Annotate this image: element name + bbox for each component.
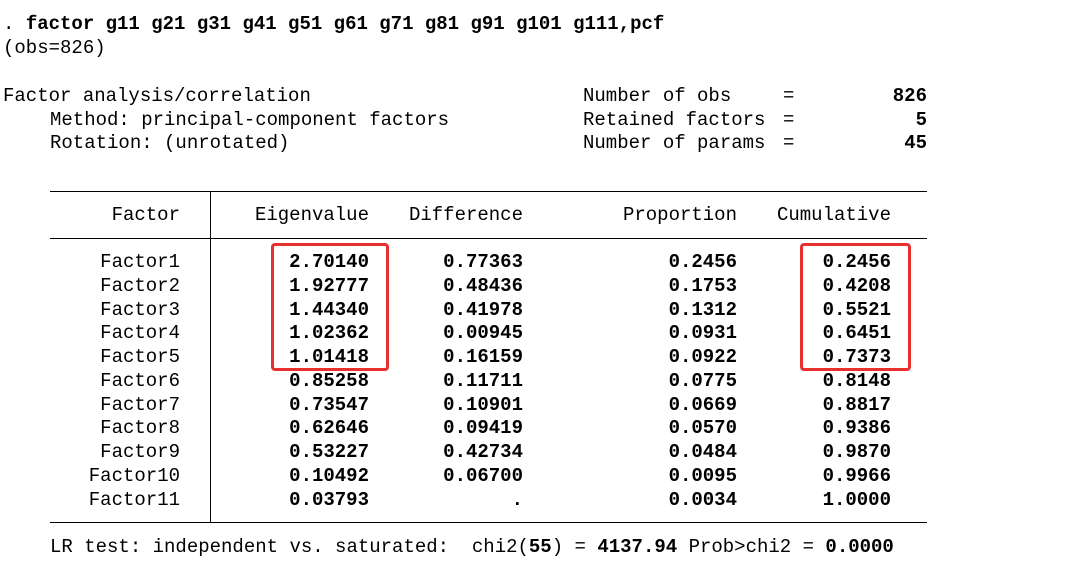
stat-value: 826 [892, 85, 927, 107]
column-header: Eigenvalue [254, 204, 369, 226]
chi2-close: ) [551, 536, 564, 558]
cell: 0.2456 [668, 251, 737, 273]
cell: . [511, 488, 523, 511]
chi2: 4137.94 [597, 536, 678, 558]
method: Method: principal-component factors [50, 109, 450, 131]
cell: 0.0095 [668, 464, 737, 487]
cell: 0.11711 [443, 369, 523, 392]
column-header: Factor [111, 204, 180, 226]
cell: 0.10901 [443, 393, 523, 416]
cell: 0.1312 [668, 298, 737, 321]
row-label: Factor7 [100, 393, 180, 416]
rule [50, 191, 927, 192]
command: factor g11 g21 g31 g41 g51 g61 g71 g81 g… [25, 13, 665, 35]
stat-equals: = [783, 132, 795, 154]
prob-label: Prob>chi2 [688, 536, 792, 558]
equals: = [802, 536, 815, 558]
cell: 1.01418 [289, 346, 369, 368]
highlight-box [271, 243, 389, 371]
row-label: Factor5 [100, 346, 180, 368]
cell: 1.0000 [822, 488, 891, 511]
cell: 0.77363 [443, 251, 523, 273]
row-label: Factor3 [100, 298, 180, 321]
rotation: Rotation: (unrotated) [50, 132, 290, 154]
cell: 0.73547 [289, 393, 369, 416]
chi2-open: chi2( [471, 536, 529, 558]
prompt: . [3, 13, 15, 35]
stat-label: Number of obs [583, 85, 732, 107]
lr-test: LR test: independent vs. saturated: chi2… [50, 536, 894, 558]
df: 55 [528, 536, 552, 558]
cell: 0.03793 [289, 488, 369, 511]
column-divider [210, 191, 211, 522]
cell: 0.48436 [443, 274, 523, 297]
column-header: Cumulative [776, 204, 891, 226]
command-line: . factor g11 g21 g31 g41 g51 g61 g71 g81… [3, 13, 664, 35]
cell: 0.0484 [668, 441, 737, 463]
stat-value: 5 [915, 109, 927, 131]
highlight-box [800, 243, 911, 371]
cell: 0.16159 [443, 346, 523, 368]
cell: 0.85258 [289, 369, 369, 392]
cell: 1.92777 [289, 274, 369, 297]
row-label: Factor6 [100, 369, 180, 392]
analysis-title: Factor analysis/correlation [3, 85, 311, 107]
rule [50, 522, 927, 523]
row-label: Factor1 [100, 251, 180, 273]
column-header: Proportion [622, 204, 737, 226]
cell: 0.62646 [289, 417, 369, 440]
row-label: Factor2 [100, 274, 180, 297]
cell: 0.2456 [822, 251, 891, 273]
prob: 0.0000 [825, 536, 894, 558]
equals: = [574, 536, 586, 558]
cell: 0.00945 [443, 322, 523, 345]
stat-equals: = [783, 109, 795, 131]
cell: 0.6451 [822, 322, 891, 345]
cell: 0.53227 [289, 441, 369, 463]
cell: 0.0922 [668, 346, 737, 368]
cell: 0.9870 [822, 441, 891, 463]
row-label: Factor8 [100, 417, 180, 440]
row-label: Factor9 [100, 441, 180, 463]
column-header: Difference [408, 204, 523, 226]
obs: (obs=826) [3, 37, 106, 59]
stat-equals: = [783, 85, 795, 107]
cell: 0.4208 [822, 274, 891, 297]
cell: 0.09419 [443, 417, 523, 440]
lr-label: LR test: independent vs. saturated: [50, 536, 450, 558]
cell: 0.10492 [289, 464, 369, 487]
cell: 0.9966 [822, 464, 891, 487]
cell: 0.7373 [822, 346, 891, 368]
cell: 0.0931 [668, 322, 737, 345]
stat-label: Number of params [583, 132, 766, 154]
cell: 0.0775 [668, 369, 737, 392]
rule [50, 238, 927, 239]
stat-label: Retained factors [583, 109, 766, 131]
cell: 1.02362 [289, 322, 369, 345]
cell: 0.42734 [443, 441, 523, 463]
cell: 1.44340 [289, 298, 369, 321]
cell: 0.41978 [443, 298, 523, 321]
cell: 0.8148 [822, 369, 891, 392]
cell: 0.9386 [822, 417, 891, 440]
row-label: Factor4 [100, 322, 180, 345]
cell: 0.1753 [668, 274, 737, 297]
cell: 0.5521 [822, 298, 891, 321]
cell: 0.8817 [822, 393, 891, 416]
stat-value: 45 [904, 132, 927, 154]
cell: 0.0570 [668, 417, 737, 440]
row-label: Factor11 [88, 488, 180, 511]
cell: 0.0669 [668, 393, 737, 416]
row-label: Factor10 [88, 464, 180, 487]
cell: 0.0034 [668, 488, 737, 511]
cell: 2.70140 [289, 251, 369, 273]
cell: 0.06700 [443, 464, 523, 487]
